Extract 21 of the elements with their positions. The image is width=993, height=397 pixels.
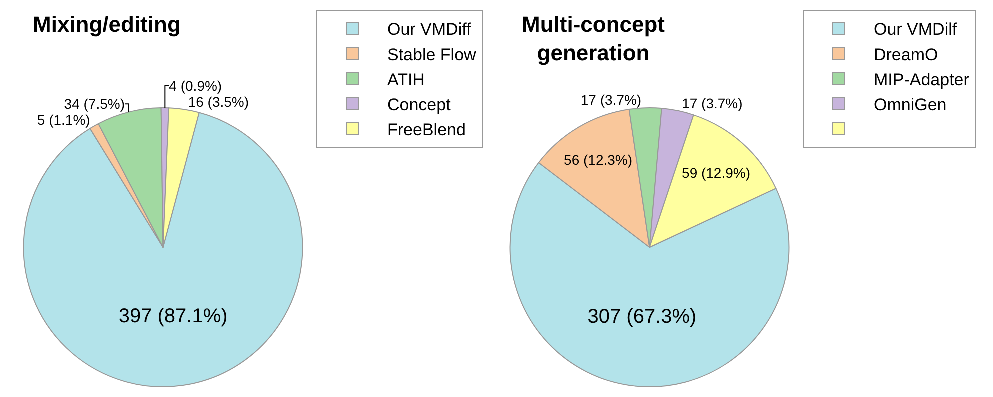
legend-label: FreeBlend — [387, 120, 466, 140]
legend-label: OmniGen — [874, 95, 947, 114]
data-label: 34 (7.5%) — [64, 96, 126, 112]
legend-label: Stable Flow — [387, 45, 478, 64]
data-label: 17 (3.7%) — [580, 92, 642, 108]
data-label: 56 (12.3%) — [564, 152, 633, 168]
chart-title: Mixing/editing — [33, 12, 181, 37]
legend-label: MIP-Adapter — [874, 70, 970, 90]
text: Multi-concept generation — [522, 12, 666, 66]
data-label: 307 (67.3%) — [588, 306, 697, 328]
data-label: 59 (12.9%) — [682, 164, 751, 181]
data-label: 4 (0.9%) — [169, 78, 222, 94]
legend-label: Concept — [387, 95, 452, 114]
data-label: 397 (87.1%) — [118, 306, 228, 328]
legend-label: DreamO — [874, 45, 938, 64]
data-label: 5 (1.1%) — [37, 112, 90, 128]
legend-label: ATIH — [387, 70, 425, 90]
data-label: 17 (3.7%) — [682, 95, 743, 112]
legend-label: Our VMDiff — [387, 20, 472, 40]
legend-label: Our VMDilf — [874, 20, 958, 40]
data-label: 16 (3.5%) — [188, 94, 250, 110]
